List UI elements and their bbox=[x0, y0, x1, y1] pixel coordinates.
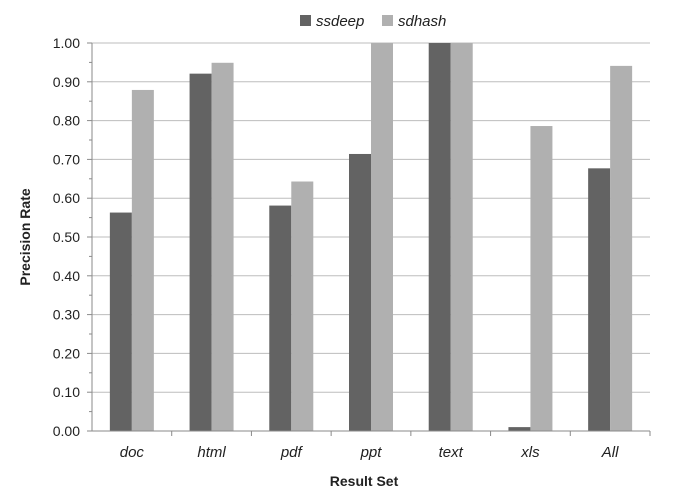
y-tick-label: 0.50 bbox=[53, 229, 80, 245]
y-tick-label: 0.30 bbox=[53, 307, 80, 323]
y-tick-label: 0.00 bbox=[53, 423, 80, 439]
bar-ssdeep-doc bbox=[109, 212, 132, 431]
x-tick-labels: doc html pdf ppt text xls All bbox=[120, 444, 619, 461]
legend-label-sdhash: sdhash bbox=[398, 13, 446, 30]
bar-sdhash-xls bbox=[530, 126, 553, 432]
y-tick-label: 0.10 bbox=[53, 384, 80, 400]
bar-ssdeep-pdf bbox=[269, 205, 292, 431]
y-tick-label: 0.90 bbox=[53, 74, 80, 90]
x-tick-label: doc bbox=[120, 444, 145, 461]
legend-label-ssdeep: ssdeep bbox=[316, 13, 364, 30]
bar-sdhash-ppt bbox=[371, 43, 393, 431]
y-tick-label: 0.60 bbox=[53, 190, 80, 206]
bar-sdhash-doc bbox=[131, 89, 154, 431]
y-tick-label: 1.00 bbox=[53, 35, 80, 51]
bar-ssdeep-xls bbox=[508, 427, 531, 431]
y-tick-label: 0.40 bbox=[53, 268, 80, 284]
bar-sdhash-All bbox=[610, 65, 633, 431]
bar-ssdeep-ppt bbox=[349, 153, 371, 431]
x-tick-label: All bbox=[601, 444, 619, 461]
axes bbox=[87, 42, 651, 436]
x-tick-label: html bbox=[197, 444, 226, 461]
legend-swatch-ssdeep bbox=[300, 15, 311, 26]
bar-ssdeep-All bbox=[588, 168, 611, 431]
x-tick-label: pdf bbox=[280, 444, 304, 461]
y-tick-label: 0.80 bbox=[53, 113, 80, 129]
bar-sdhash-text bbox=[450, 43, 473, 431]
x-axis-title: Result Set bbox=[330, 473, 399, 489]
y-axis-title: Precision Rate bbox=[17, 188, 33, 285]
x-tick-label: text bbox=[439, 444, 464, 461]
bars bbox=[109, 43, 633, 432]
bar-ssdeep-text bbox=[428, 43, 451, 431]
legend: ssdeep sdhash bbox=[300, 13, 446, 30]
y-tick-label: 0.20 bbox=[53, 345, 80, 361]
legend-swatch-sdhash bbox=[382, 15, 393, 26]
bar-sdhash-pdf bbox=[291, 181, 314, 431]
bar-ssdeep-html bbox=[189, 73, 212, 431]
bar-sdhash-html bbox=[211, 62, 234, 432]
x-tick-label: ppt bbox=[360, 444, 383, 461]
y-tick-labels: 0.00 0.10 0.20 0.30 0.40 0.50 0.60 0.70 0.80 0.90… bbox=[53, 35, 80, 439]
y-tick-label: 0.70 bbox=[53, 151, 80, 167]
x-tick-label: xls bbox=[520, 444, 540, 461]
